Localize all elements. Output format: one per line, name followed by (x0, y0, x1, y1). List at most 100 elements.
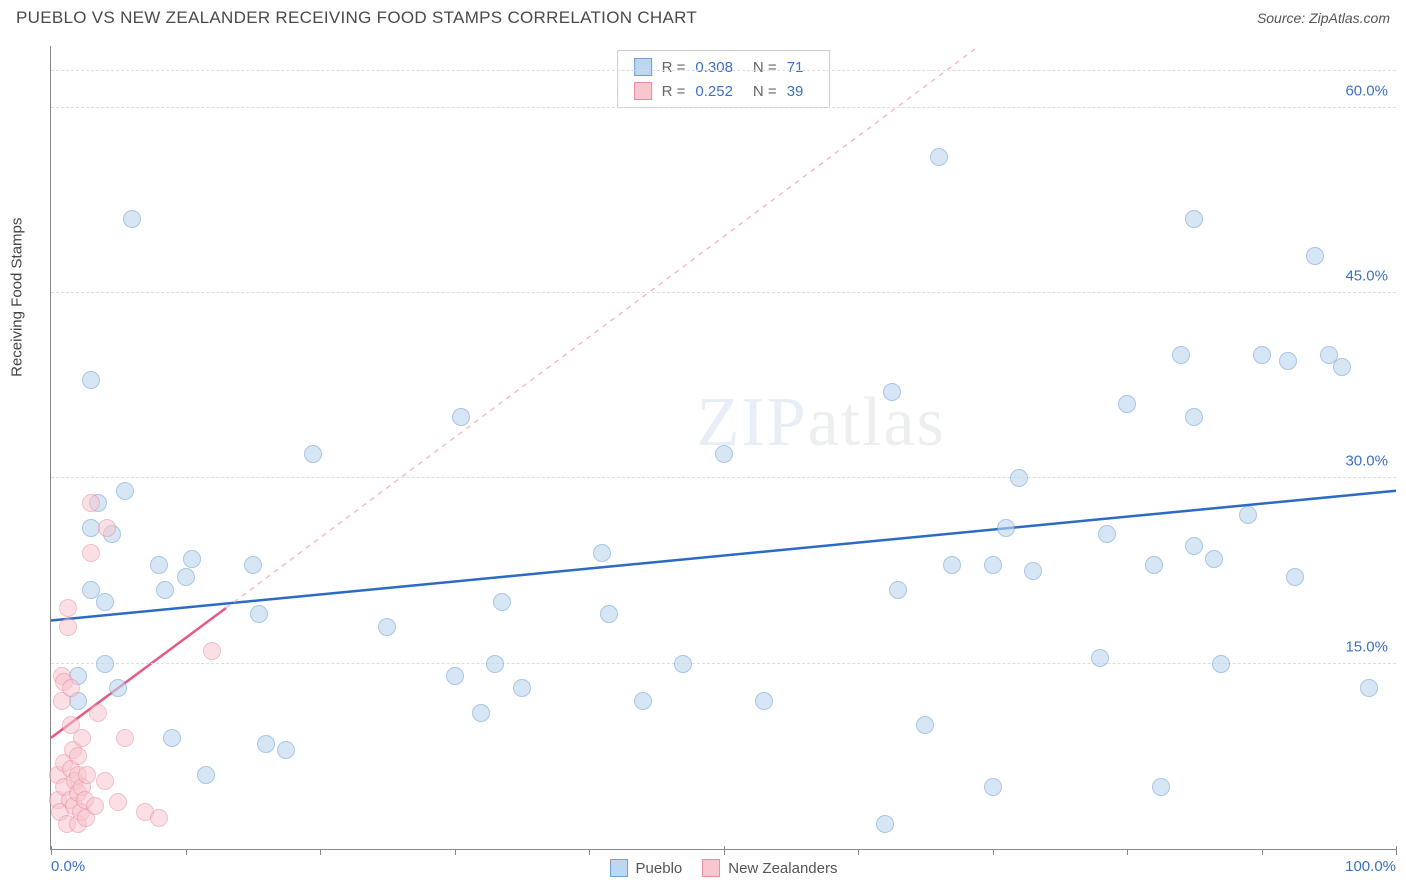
y-tick-label: 45.0% (1345, 268, 1388, 285)
scatter-point (96, 655, 114, 673)
x-tick (1396, 846, 1397, 855)
x-tick (1127, 849, 1128, 855)
scatter-point (472, 704, 490, 722)
scatter-point (69, 747, 87, 765)
scatter-point (1118, 395, 1136, 413)
scatter-point (634, 692, 652, 710)
x-tick (186, 849, 187, 855)
scatter-point (109, 793, 127, 811)
scatter-point (984, 556, 1002, 574)
scatter-point (257, 735, 275, 753)
legend-series-item: Pueblo (610, 859, 683, 877)
gridline (51, 663, 1396, 664)
scatter-point (997, 519, 1015, 537)
scatter-point (674, 655, 692, 673)
y-tick-label: 30.0% (1345, 453, 1388, 470)
scatter-point (715, 445, 733, 463)
legend-series: Pueblo New Zealanders (610, 859, 838, 877)
legend-swatch (702, 859, 720, 877)
legend-r-value: 0.308 (695, 59, 733, 76)
scatter-point (177, 568, 195, 586)
scatter-point (916, 716, 934, 734)
legend-n-label: N = (753, 59, 777, 76)
plot-area: ZIPatlas R =0.308N =71R =0.252N =39 Pueb… (51, 46, 1396, 849)
legend-r-label: R = (662, 59, 686, 76)
legend-series-label: Pueblo (636, 860, 683, 877)
scatter-point (116, 482, 134, 500)
scatter-point (96, 772, 114, 790)
y-axis-label: Receiving Food Stamps (9, 217, 26, 376)
legend-stat-row: R =0.252N =39 (618, 79, 830, 103)
scatter-point (755, 692, 773, 710)
x-tick-label: 0.0% (51, 858, 85, 875)
scatter-point (1010, 469, 1028, 487)
legend-r-label: R = (662, 83, 686, 100)
scatter-point (156, 581, 174, 599)
legend-n-value: 71 (787, 59, 804, 76)
scatter-point (452, 408, 470, 426)
chart-title: PUEBLO VS NEW ZEALANDER RECEIVING FOOD S… (16, 8, 697, 28)
scatter-point (1253, 346, 1271, 364)
scatter-point (59, 599, 77, 617)
scatter-point (486, 655, 504, 673)
scatter-point (244, 556, 262, 574)
scatter-point (1205, 550, 1223, 568)
scatter-point (123, 210, 141, 228)
scatter-point (446, 667, 464, 685)
x-tick (589, 849, 590, 855)
watermark: ZIPatlas (697, 383, 946, 463)
scatter-point (493, 593, 511, 611)
scatter-point (943, 556, 961, 574)
scatter-point (1172, 346, 1190, 364)
scatter-point (1152, 778, 1170, 796)
scatter-point (98, 519, 116, 537)
scatter-point (1212, 655, 1230, 673)
scatter-point (78, 766, 96, 784)
scatter-point (1306, 247, 1324, 265)
x-tick-label: 100.0% (1345, 858, 1396, 875)
legend-swatch (634, 82, 652, 100)
scatter-point (1185, 210, 1203, 228)
scatter-point (889, 581, 907, 599)
scatter-point (89, 704, 107, 722)
scatter-point (116, 729, 134, 747)
x-tick (320, 849, 321, 855)
scatter-point (513, 679, 531, 697)
scatter-point (1239, 506, 1257, 524)
scatter-point (593, 544, 611, 562)
scatter-point (1098, 525, 1116, 543)
legend-n-value: 39 (787, 83, 804, 100)
x-tick (724, 846, 725, 855)
chart-source: Source: ZipAtlas.com (1257, 10, 1390, 26)
scatter-point (150, 556, 168, 574)
x-tick (993, 849, 994, 855)
scatter-point (82, 494, 100, 512)
scatter-point (984, 778, 1002, 796)
scatter-point (1145, 556, 1163, 574)
scatter-point (73, 729, 91, 747)
gridline (51, 107, 1396, 108)
legend-r-value: 0.252 (695, 83, 733, 100)
scatter-point (59, 618, 77, 636)
chart-header: PUEBLO VS NEW ZEALANDER RECEIVING FOOD S… (0, 0, 1406, 32)
scatter-point (600, 605, 618, 623)
scatter-point (1024, 562, 1042, 580)
legend-series-label: New Zealanders (728, 860, 837, 877)
scatter-point (163, 729, 181, 747)
scatter-point (1185, 408, 1203, 426)
scatter-point (930, 148, 948, 166)
scatter-point (1333, 358, 1351, 376)
scatter-point (109, 679, 127, 697)
legend-swatch (610, 859, 628, 877)
scatter-point (1360, 679, 1378, 697)
y-tick-label: 60.0% (1345, 82, 1388, 99)
gridline (51, 292, 1396, 293)
scatter-point (197, 766, 215, 784)
scatter-point (277, 741, 295, 759)
scatter-point (1286, 568, 1304, 586)
gridline (51, 477, 1396, 478)
x-tick (51, 846, 52, 855)
scatter-point (304, 445, 322, 463)
scatter-point (1091, 649, 1109, 667)
scatter-point (86, 797, 104, 815)
